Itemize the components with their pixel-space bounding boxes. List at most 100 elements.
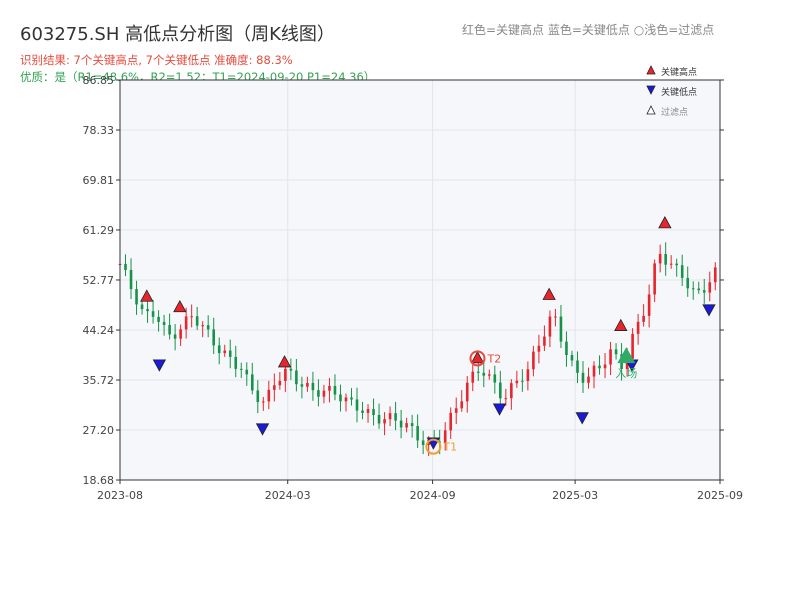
candle-up [548,316,552,337]
candle-down [350,397,353,400]
candle-down [245,369,249,375]
candle-down [162,321,166,326]
legend-high-icon [646,65,656,75]
x-tick-label: 2024-03 [265,489,311,502]
legend-filtered-icon [646,105,656,115]
candle-up [322,390,326,397]
candle-down [217,345,221,354]
color-key-legend: 红色=关键高点 蓝色=关键低点 ○浅色=过滤点 [462,23,715,37]
candle-down [499,382,502,399]
candle-up [190,316,193,318]
candle-up [504,398,508,400]
candle-up [543,336,546,346]
key-high-marker [140,289,154,302]
y-tick-label: 78.33 [83,124,115,137]
y-tick-label: 61.29 [83,224,115,237]
candle-up [653,263,656,295]
entry-label: 入场 [615,366,637,380]
y-tick-label: 18.68 [83,474,115,487]
x-tick-label: 2023-08 [97,489,143,502]
candle-up [278,380,282,386]
candle-down [195,316,199,326]
candle-down [697,288,701,291]
candle-down [361,410,364,413]
candle-up [609,349,612,365]
candle-down [686,277,690,289]
legend-low-label: 关键低点 [661,86,697,98]
candle-down [289,368,293,371]
marker-legend: 关键高点 关键低点 过滤点 [646,65,697,118]
candle-up [383,419,386,424]
candle-up [201,325,204,327]
y-tick-label: 69.81 [83,174,115,187]
candle-up [642,315,645,322]
candle-up [471,371,475,383]
x-tick-label: 2025-03 [552,489,598,502]
candle-up [708,282,712,293]
candle-down [317,390,320,397]
key-high-marker [173,299,187,313]
candle-up [454,408,458,413]
candle-up [267,389,271,402]
candle-up [388,413,392,420]
entry-marker [617,347,636,364]
legend-filtered-label: 过滤点 [661,106,688,118]
candle-up [184,316,188,330]
candle-down [250,374,254,391]
t2-marker [469,350,486,367]
candle-down [300,384,304,387]
candle-down [559,316,563,342]
markers: T1 T2 入场 [140,216,716,455]
candle-up [366,409,370,413]
candle-up [179,329,182,339]
candle-up [631,333,634,359]
candle-down [234,356,238,369]
candle-up [460,401,464,409]
candle-down [576,360,579,373]
candle-down [295,370,298,385]
key-high-marker [470,350,485,364]
candle-up [587,376,590,383]
candle-down [476,371,480,373]
candle-down [691,288,695,290]
candle-down [493,374,497,383]
t1-label: T1 [442,441,457,454]
candle-down [680,265,684,278]
candle-up [306,382,309,387]
key-low-marker [152,359,167,372]
candle-down [372,409,375,415]
candle-up [636,321,640,334]
candle-down [140,304,144,310]
candle-up [658,254,662,264]
result-summary: 识别结果: 7个关键高点, 7个关键低点 准确度: 88.3% [20,53,293,67]
candle-up [405,423,408,428]
candle-up [532,351,535,370]
candle-down [228,350,232,357]
candle-down [173,334,177,339]
key-low-marker [575,412,589,425]
candle-down [168,325,171,335]
candle-up [262,401,265,403]
candle-up [487,374,491,376]
candle-down [311,382,315,391]
candle-down [129,269,133,290]
candle-up [537,345,541,352]
candle-down [355,399,359,411]
candle-down [256,390,260,403]
candle-down [482,372,486,376]
candle-down [339,394,342,402]
legend-high-label: 关键高点 [661,66,697,78]
candle-down [212,329,216,346]
candle-up [443,430,447,443]
candle-down [521,380,524,382]
candle-up [647,294,651,316]
candle-up [592,365,596,377]
candle-up [603,364,607,369]
y-tick-label: 52.77 [83,274,115,287]
y-tick-label: 86.85 [83,74,115,87]
candle-up [554,316,557,318]
chart-title: 603275.SH 高低点分析图（周K线图） [20,24,335,45]
candle-up [284,368,287,381]
candle-down [581,372,585,383]
